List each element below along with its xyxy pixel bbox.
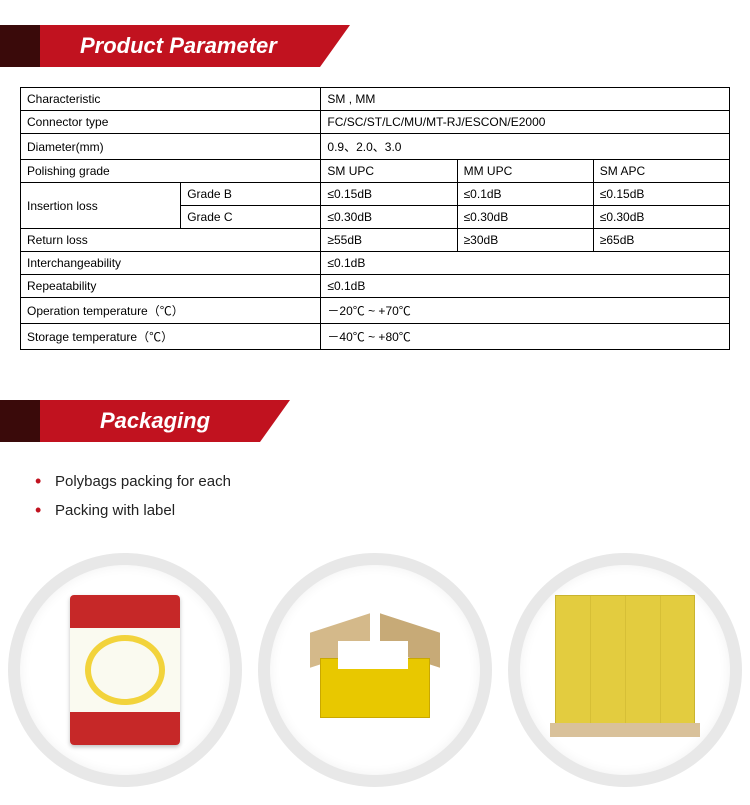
- spec-table: Characteristic SM , MM Connector type FC…: [20, 87, 730, 350]
- table-row: Diameter(mm) 0.9、2.0、3.0: [21, 134, 730, 160]
- spec-label: Insertion loss: [21, 183, 181, 229]
- spec-value: －20℃ ~ +70℃: [321, 298, 730, 324]
- header-title: Packaging: [40, 400, 260, 442]
- header-dark-accent: [0, 400, 40, 442]
- table-row: Operation temperature（℃） －20℃ ~ +70℃: [21, 298, 730, 324]
- spec-label: Storage temperature（℃）: [21, 324, 321, 350]
- spec-label: Connector type: [21, 111, 321, 134]
- spec-value: SM , MM: [321, 88, 730, 111]
- table-row: Interchangeability ≤0.1dB: [21, 252, 730, 275]
- packaging-images-row: [20, 565, 730, 775]
- section-header-packaging: Packaging: [0, 400, 750, 442]
- spec-value: ≥30dB: [457, 229, 593, 252]
- table-row: Insertion loss Grade B ≤0.15dB ≤0.1dB ≤0…: [21, 183, 730, 206]
- table-row: Characteristic SM , MM: [21, 88, 730, 111]
- table-row: Repeatability ≤0.1dB: [21, 275, 730, 298]
- spec-value: ≤0.30dB: [321, 206, 457, 229]
- table-row: Return loss ≥55dB ≥30dB ≥65dB: [21, 229, 730, 252]
- packaging-image-pallet: [520, 565, 730, 775]
- spec-label: Diameter(mm): [21, 134, 321, 160]
- spec-value: ≤0.15dB: [321, 183, 457, 206]
- list-item: Polybags packing for each: [55, 467, 750, 496]
- spec-value: －40℃ ~ +80℃: [321, 324, 730, 350]
- table-row: Polishing grade SM UPC MM UPC SM APC: [21, 160, 730, 183]
- header-dark-accent: [0, 25, 40, 67]
- spec-label: Operation temperature（℃）: [21, 298, 321, 324]
- spec-label: Interchangeability: [21, 252, 321, 275]
- spec-sublabel: Grade C: [181, 206, 321, 229]
- packaging-list: Polybags packing for each Packing with l…: [55, 467, 750, 525]
- section-header-parameter: Product Parameter: [0, 25, 750, 67]
- polybag-icon: [70, 595, 180, 745]
- list-item: Packing with label: [55, 496, 750, 525]
- cable-icon: [85, 635, 165, 705]
- spec-value: ≤0.1dB: [457, 183, 593, 206]
- spec-col: MM UPC: [457, 160, 593, 183]
- spec-value: ≥65dB: [593, 229, 729, 252]
- packaging-image-polybag: [20, 565, 230, 775]
- packaging-image-carton: [270, 565, 480, 775]
- spec-value: 0.9、2.0、3.0: [321, 134, 730, 160]
- spec-value: ≤0.15dB: [593, 183, 729, 206]
- carton-icon: [310, 623, 440, 718]
- spec-value: ≤0.30dB: [457, 206, 593, 229]
- spec-value: FC/SC/ST/LC/MU/MT-RJ/ESCON/E2000: [321, 111, 730, 134]
- table-row: Storage temperature（℃） －40℃ ~ +80℃: [21, 324, 730, 350]
- spec-label: Characteristic: [21, 88, 321, 111]
- spec-col: SM APC: [593, 160, 729, 183]
- spec-sublabel: Grade B: [181, 183, 321, 206]
- spec-col: SM UPC: [321, 160, 457, 183]
- spec-label: Repeatability: [21, 275, 321, 298]
- spec-value: ≤0.1dB: [321, 252, 730, 275]
- pallet-icon: [550, 595, 700, 745]
- spec-value: ≥55dB: [321, 229, 457, 252]
- spec-value: ≤0.30dB: [593, 206, 729, 229]
- spec-label: Polishing grade: [21, 160, 321, 183]
- table-row: Connector type FC/SC/ST/LC/MU/MT-RJ/ESCO…: [21, 111, 730, 134]
- spec-label: Return loss: [21, 229, 321, 252]
- spec-value: ≤0.1dB: [321, 275, 730, 298]
- header-title: Product Parameter: [40, 25, 320, 67]
